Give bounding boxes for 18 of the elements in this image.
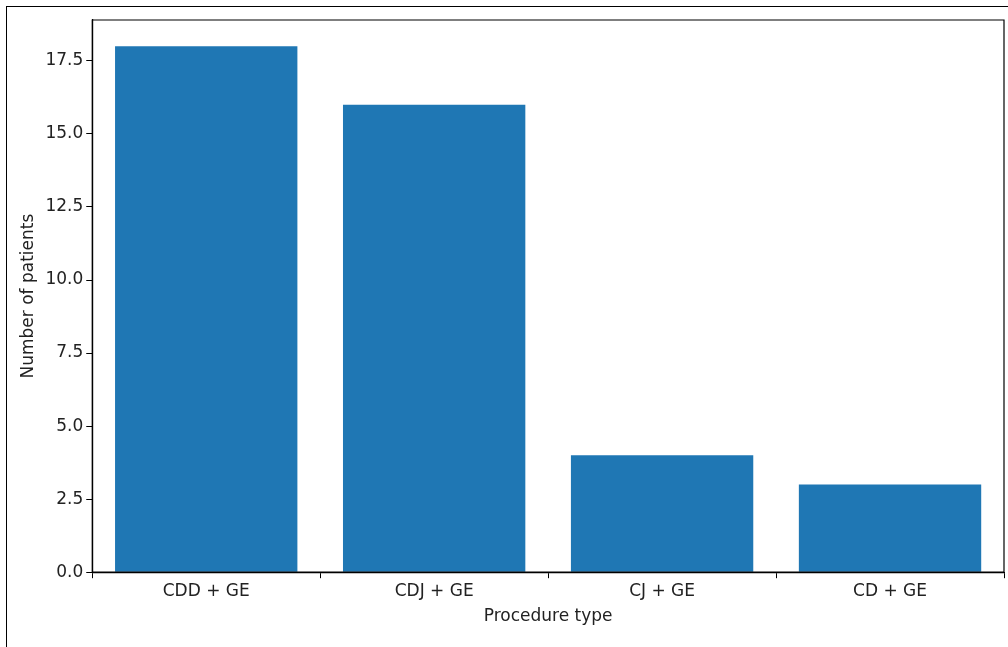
x-tick-label: CJ + GE — [629, 579, 696, 600]
y-tick-label: 2.5 — [56, 487, 84, 508]
bar — [342, 104, 526, 572]
bar — [115, 46, 298, 572]
y-tick-label: 10.0 — [45, 268, 84, 289]
y-tick-label: 0.0 — [56, 560, 84, 581]
y-axis-title: Number of patients — [16, 213, 37, 379]
y-tick-label: 7.5 — [56, 341, 84, 362]
x-tick-label: CD + GE — [853, 579, 927, 600]
y-tick-label: 12.5 — [45, 195, 84, 216]
x-axis-title: Procedure type — [483, 605, 613, 626]
y-tick-label: 5.0 — [56, 414, 84, 435]
x-tick-label: CDJ + GE — [394, 579, 474, 600]
x-tick-label: CDD + GE — [162, 579, 250, 600]
y-tick-label: 15.0 — [45, 122, 84, 143]
bar — [570, 455, 754, 572]
y-tick-label: 17.5 — [45, 49, 84, 70]
bar — [798, 484, 982, 572]
